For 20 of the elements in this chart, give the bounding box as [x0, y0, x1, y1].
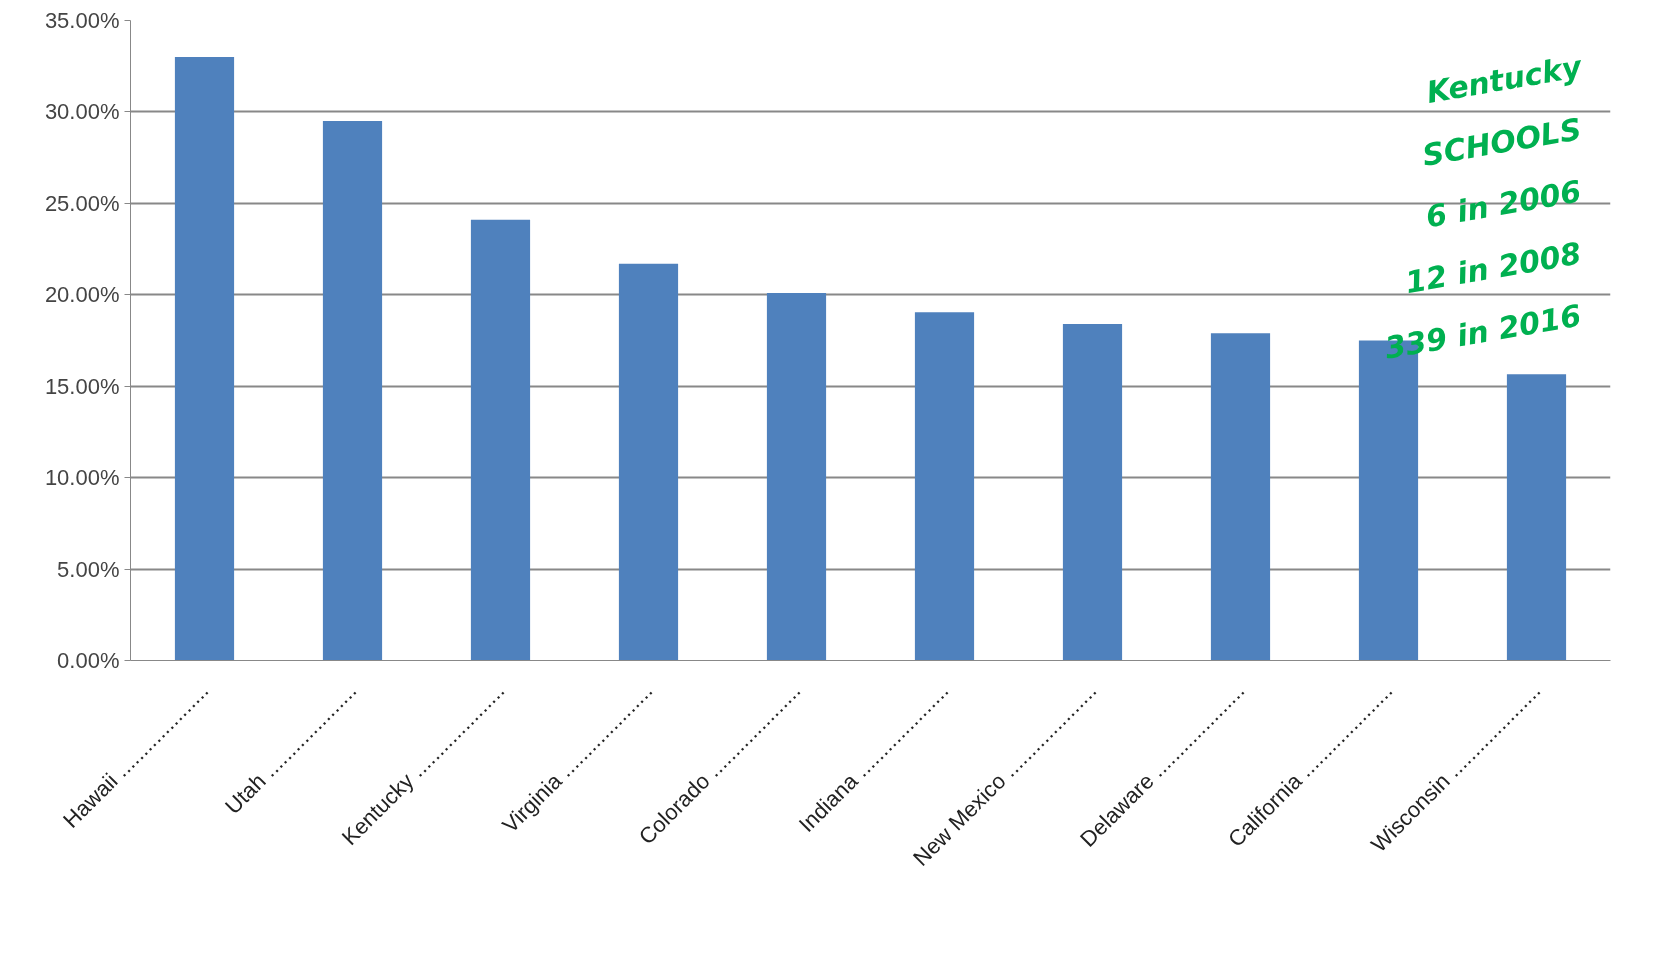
bar	[914, 312, 975, 661]
y-tick-label: 30.00%	[44, 99, 120, 125]
y-tick-label: 25.00%	[44, 190, 120, 216]
bar	[174, 57, 235, 661]
bar	[618, 263, 679, 661]
y-tick-label: 15.00%	[44, 373, 120, 399]
bar	[322, 121, 383, 661]
bar	[1210, 333, 1271, 661]
y-tick-label: 20.00%	[44, 282, 120, 308]
annotation: SCHOOLS	[1419, 111, 1584, 173]
bar	[470, 219, 531, 661]
y-tick-label: 5.00%	[57, 556, 120, 582]
y-tick-label: 0.00%	[57, 648, 120, 673]
annotation: Kentucky	[1423, 48, 1586, 110]
bar	[1062, 324, 1123, 661]
y-tick-label: 35.00%	[44, 8, 120, 33]
y-tick-label: 10.00%	[44, 465, 120, 491]
bar	[766, 292, 827, 661]
annotation: 6 in 2006	[1423, 173, 1584, 235]
bar	[1506, 374, 1567, 661]
